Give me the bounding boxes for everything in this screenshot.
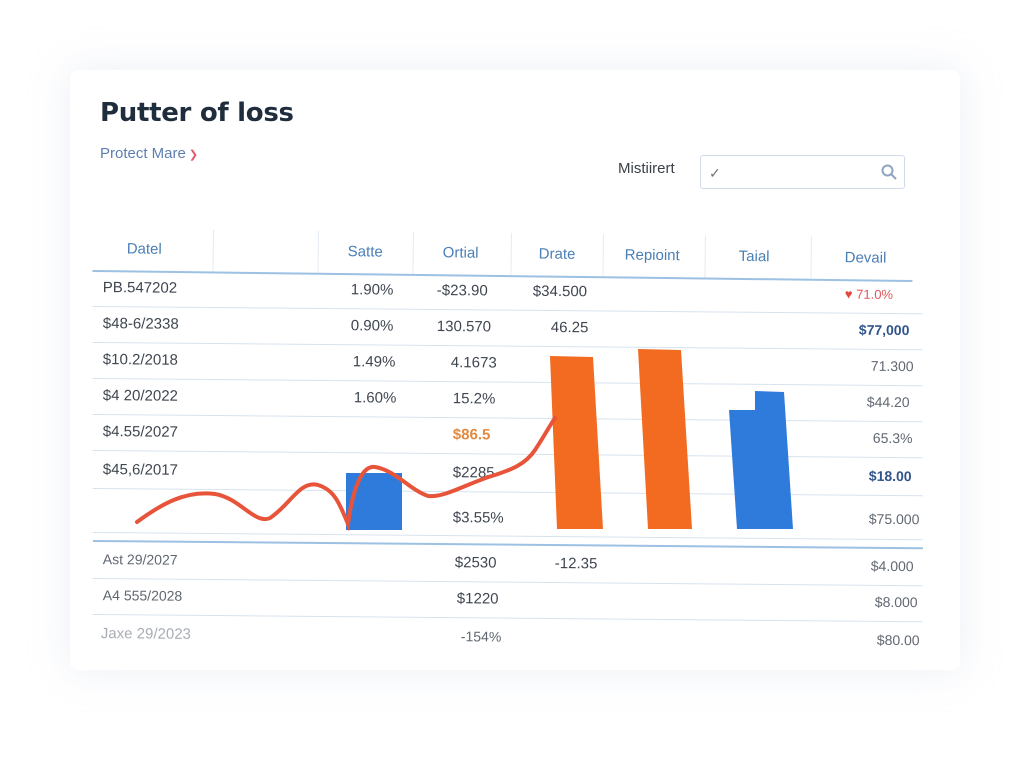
cell-ortial: $3.55%: [452, 509, 504, 527]
cell-devail: ♥ 71.0%: [844, 286, 894, 302]
cell-ortial: -$23.90: [436, 282, 488, 300]
page-title: Putter of loss: [100, 98, 294, 128]
table-row[interactable]: $3.55% $75.000: [92, 492, 923, 541]
cell-devail: $8.000: [874, 593, 918, 611]
cell-ortial: 15.2%: [452, 390, 496, 408]
heart-icon: ♥: [844, 286, 853, 302]
cell-ortial: 4.1673: [450, 354, 497, 372]
column-divider: [317, 230, 319, 273]
cell-ortial: $1220: [456, 590, 499, 608]
cell-drate: $34.500: [532, 282, 588, 301]
cell-devail: $44.20: [866, 393, 910, 411]
cell-date: $48-6/2338: [102, 315, 179, 333]
search-input[interactable]: [707, 161, 871, 185]
project-selector[interactable]: Protect Mare ❯: [100, 145, 198, 162]
table-row[interactable]: A4 555/2028 $1220 $8.000: [92, 578, 923, 623]
search-box[interactable]: [700, 155, 905, 189]
table-row[interactable]: Jaxe 29/2023 -154% $80.00: [93, 616, 923, 659]
cell-devail: 71.300: [870, 357, 914, 375]
cell-date: Jaxe 29/2023: [100, 625, 191, 643]
filter-label: Mistiirert: [618, 160, 675, 177]
cell-ortial: 130.570: [436, 318, 492, 336]
project-selector-label: Protect Mare: [100, 145, 186, 162]
table-row[interactable]: $45,6/2017 $2285 $18.00: [92, 452, 923, 497]
cell-satte: 1.49%: [352, 353, 396, 371]
cell-ortial: -154%: [460, 628, 502, 645]
search-icon[interactable]: [880, 163, 898, 186]
table-row[interactable]: $4.55/2027 $86.5 65.3%: [92, 414, 923, 459]
cell-satte: 1.90%: [350, 281, 394, 299]
cell-date: Ast 29/2027: [102, 551, 178, 568]
column-header-taial[interactable]: Taial: [738, 247, 770, 266]
column-header-datel[interactable]: Datel: [126, 240, 162, 258]
column-divider: [602, 234, 604, 277]
cell-ortial: $2530: [454, 554, 497, 572]
cell-ortial: $86.5: [452, 426, 491, 444]
cell-devail: $80.00: [876, 631, 920, 649]
column-header-devail[interactable]: Devail: [844, 249, 887, 267]
column-header-satte[interactable]: Satte: [347, 243, 383, 261]
cell-date: $4 20/2022: [102, 387, 178, 405]
cell-date: $4.55/2027: [102, 423, 178, 441]
column-divider: [412, 231, 414, 274]
cell-devail: $77,000: [858, 321, 910, 339]
column-divider: [212, 229, 214, 272]
cell-date: $45,6/2017: [102, 461, 178, 479]
cell-ortial: $2285: [452, 464, 495, 482]
chevron-down-icon: ❯: [188, 149, 199, 161]
cell-drate: 46.25: [550, 318, 589, 337]
cell-drate: -12.35: [554, 555, 598, 573]
cell-date: A4 555/2028: [102, 587, 183, 604]
column-header-ortial[interactable]: Ortial: [442, 244, 479, 262]
column-header-drate[interactable]: Drate: [538, 245, 576, 263]
column-header-repioint[interactable]: Repioint: [624, 246, 680, 265]
cell-date: $10.2/2018: [102, 351, 178, 369]
cell-satte: 1.60%: [353, 389, 397, 407]
cell-date: PB.547202: [102, 279, 178, 297]
cell-devail: $4.000: [870, 557, 914, 575]
cell-devail: $75.000: [868, 510, 920, 528]
column-divider: [704, 235, 706, 278]
cell-satte: 0.90%: [350, 317, 394, 335]
column-divider: [810, 236, 812, 279]
cell-devail: 65.3%: [872, 429, 913, 447]
cell-devail: $18.00: [868, 467, 912, 485]
column-divider: [510, 233, 512, 276]
